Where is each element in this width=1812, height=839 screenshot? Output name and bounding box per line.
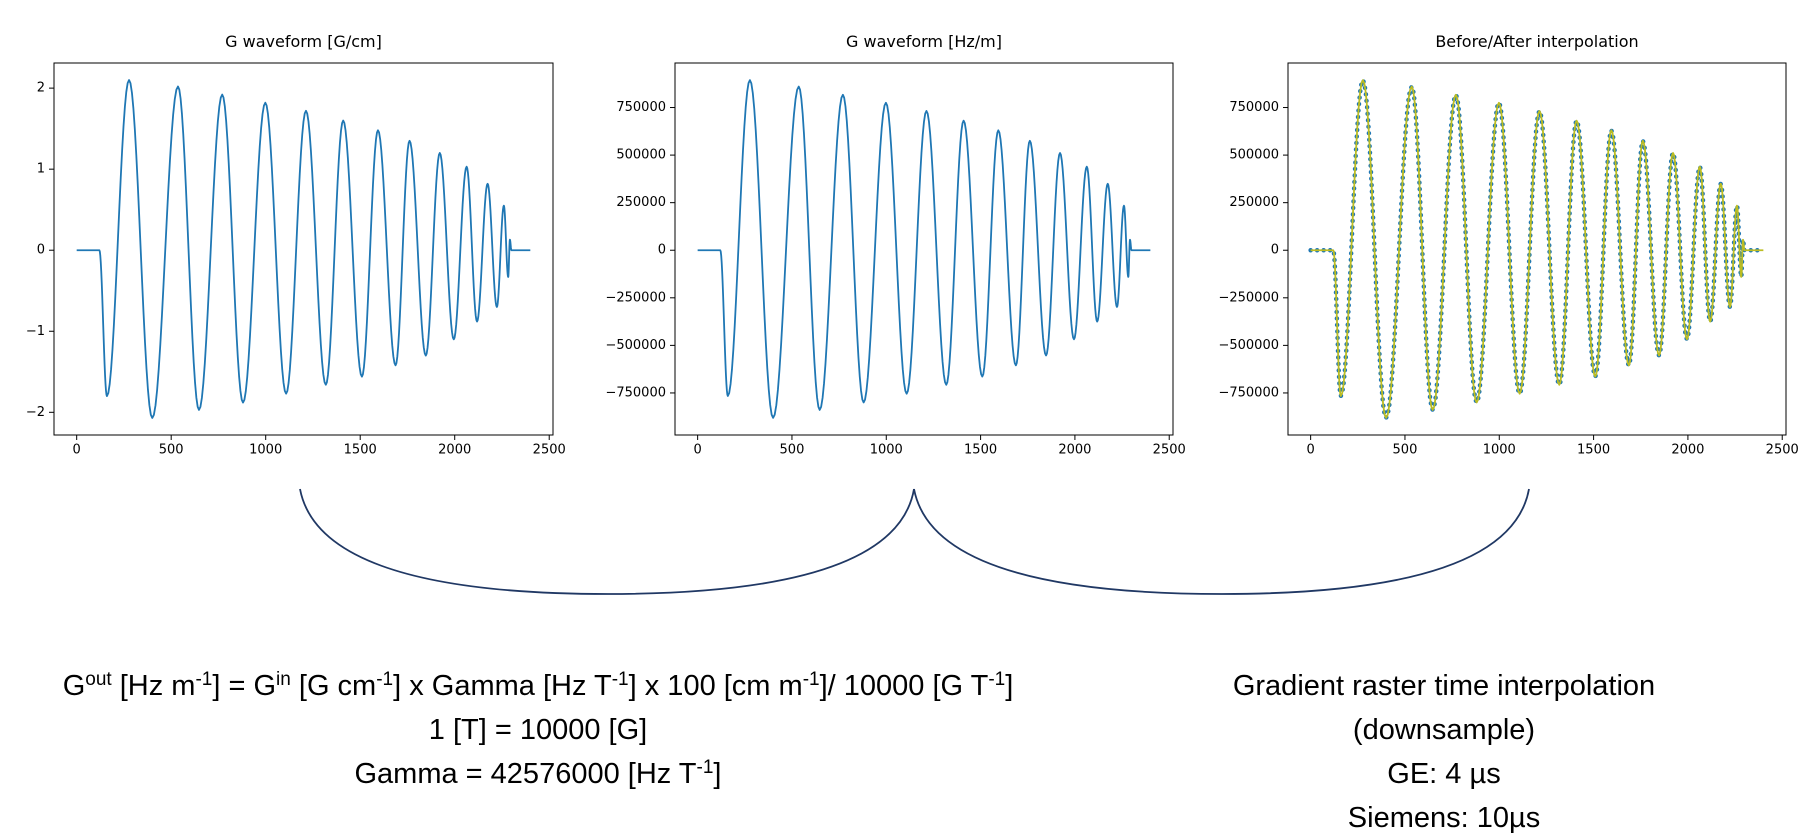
- formula-text: ] x Gamma [Hz T: [393, 670, 612, 702]
- formula-text: [Hz m: [112, 670, 196, 702]
- y-tick-label: 1: [37, 162, 45, 177]
- series-line: [697, 79, 1151, 419]
- chart-title: G waveform [G/cm]: [225, 32, 382, 51]
- formula-text: G: [63, 670, 86, 702]
- formula-sup: -1: [612, 669, 629, 690]
- formula-line: 1 [T] = 10000 [G]: [429, 714, 647, 746]
- axes-frame: [1287, 62, 1787, 436]
- formula-sup: -1: [376, 669, 393, 690]
- interp-line: (downsample): [1353, 714, 1535, 746]
- x-tick-label: 500: [780, 443, 805, 458]
- x-tick-label: 2500: [1766, 443, 1799, 458]
- y-tick-label: −1: [26, 324, 45, 339]
- formula-text: ]: [713, 758, 721, 790]
- formula-line: Gamma = 42576000 [Hz T-1]: [355, 757, 722, 791]
- formula-text: ]: [1005, 670, 1013, 702]
- x-tick-label: 500: [159, 443, 184, 458]
- y-tick-label: 0: [658, 243, 666, 258]
- formula-text: Gamma = 42576000 [Hz T: [355, 758, 697, 790]
- y-tick-label: −750000: [1218, 385, 1279, 400]
- y-tick-label: 500000: [616, 148, 666, 163]
- axes-frame: [53, 62, 554, 436]
- formula-text: [G cm: [291, 670, 376, 702]
- connector-arc: [299, 488, 915, 595]
- series-line: [1310, 79, 1764, 419]
- x-tick-label: 1000: [870, 443, 903, 458]
- y-tick-label: −500000: [605, 338, 666, 353]
- y-tick-label: −2: [26, 405, 45, 420]
- formula-sup: out: [85, 669, 112, 690]
- x-tick-label: 2500: [1153, 443, 1186, 458]
- y-tick-label: −500000: [1218, 338, 1279, 353]
- x-tick-label: 1500: [964, 443, 997, 458]
- formula-text: ] x 100 [cm m: [629, 670, 803, 702]
- y-tick-label: −250000: [1218, 290, 1279, 305]
- y-tick-label: 250000: [1229, 195, 1279, 210]
- x-tick-label: 1000: [1483, 443, 1516, 458]
- interp-line: GE: 4 µs: [1387, 758, 1500, 790]
- formula-sup: -1: [803, 669, 820, 690]
- chart: G waveform [G/cm] 0 500 1000 1500 2000 2500 −2 −…: [26, 32, 566, 458]
- chart-title: Before/After interpolation: [1435, 32, 1638, 51]
- chart: G waveform [Hz/m] 0 500 1000 1500 2000 2500 −75…: [605, 32, 1185, 458]
- x-tick-label: 0: [1306, 443, 1314, 458]
- formula-text: ]/ 10000 [G T: [820, 670, 989, 702]
- series-line: [76, 79, 531, 419]
- interp-line: Gradient raster time interpolation: [1233, 670, 1655, 702]
- axes-frame: [674, 62, 1174, 436]
- x-tick-label: 500: [1393, 443, 1418, 458]
- x-tick-label: 1500: [1577, 443, 1610, 458]
- formula-sup: -1: [988, 669, 1005, 690]
- x-tick-label: 2000: [438, 443, 471, 458]
- x-tick-label: 0: [73, 443, 81, 458]
- formula-sup: -1: [195, 669, 212, 690]
- y-tick-label: 750000: [616, 100, 666, 115]
- y-tick-label: 250000: [616, 195, 666, 210]
- y-tick-label: 2: [37, 81, 45, 96]
- y-tick-label: 0: [1271, 243, 1279, 258]
- formula-sup: -1: [697, 757, 714, 778]
- y-tick-label: −750000: [605, 385, 666, 400]
- x-tick-label: 1000: [249, 443, 282, 458]
- y-tick-label: −250000: [605, 290, 666, 305]
- x-tick-label: 2500: [533, 443, 566, 458]
- interp-line: Siemens: 10µs: [1348, 802, 1540, 834]
- y-tick-label: 0: [37, 243, 45, 258]
- chart: Before/After interpolation 0 500 1000 1500 20…: [1218, 32, 1798, 458]
- formula-text: ] = G: [212, 670, 276, 702]
- x-tick-label: 1500: [344, 443, 377, 458]
- formula-sup: in: [276, 669, 291, 690]
- x-tick-label: 0: [693, 443, 701, 458]
- y-tick-label: 750000: [1229, 100, 1279, 115]
- connector-arc: [913, 488, 1530, 595]
- x-tick-label: 2000: [1671, 443, 1704, 458]
- chart-title: G waveform [Hz/m]: [846, 32, 1002, 51]
- y-tick-label: 500000: [1229, 148, 1279, 163]
- formula-line: Gout [Hz m-1] = Gin [G cm-1] x Gamma [Hz…: [63, 669, 1014, 703]
- x-tick-label: 2000: [1058, 443, 1091, 458]
